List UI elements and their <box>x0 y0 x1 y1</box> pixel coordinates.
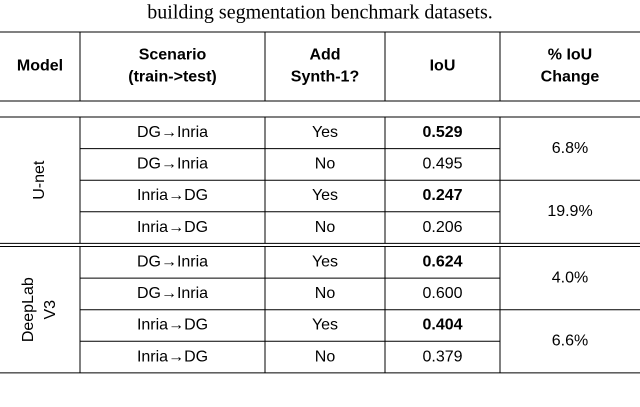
iou-cell: 0.247 <box>422 187 462 204</box>
change-cell: 4.0% <box>552 269 588 286</box>
cell: Yes <box>312 317 338 334</box>
header-cell: IoU <box>430 58 456 75</box>
cell: DG→Inria <box>137 285 208 302</box>
change-cell: 6.8% <box>552 140 588 157</box>
header-cell: Model <box>17 58 63 75</box>
iou-cell: 0.206 <box>422 219 462 236</box>
model-label: U-net <box>31 160 48 200</box>
cell: DG→Inria <box>137 254 208 271</box>
header-cell: Change <box>541 69 600 86</box>
header-cell: Scenario <box>139 47 207 64</box>
iou-cell: 0.379 <box>422 348 462 365</box>
cell: Yes <box>312 254 338 271</box>
model-label: DeepLab <box>20 277 37 342</box>
caption: building segmentation benchmark datasets… <box>147 2 492 24</box>
iou-cell: 0.600 <box>422 285 462 302</box>
iou-cell: 0.624 <box>422 254 462 271</box>
cell: Yes <box>312 124 338 141</box>
iou-cell: 0.529 <box>422 124 462 141</box>
cell: DG→Inria <box>137 124 208 141</box>
cell: Yes <box>312 187 338 204</box>
change-cell: 6.6% <box>552 333 588 350</box>
cell: Inria→DG <box>137 317 208 334</box>
cell: No <box>315 348 336 365</box>
iou-cell: 0.495 <box>422 156 462 173</box>
cell: Inria→DG <box>137 348 208 365</box>
cell: No <box>315 156 336 173</box>
cell: No <box>315 285 336 302</box>
iou-cell: 0.404 <box>422 317 462 334</box>
header-cell: Add <box>309 47 340 64</box>
header-cell: Synth-1? <box>291 69 359 86</box>
header-cell: (train->test) <box>128 69 216 86</box>
header-cell: % IoU <box>548 47 592 64</box>
cell: No <box>315 219 336 236</box>
model-label: V3 <box>42 300 59 320</box>
change-cell: 19.9% <box>547 203 592 220</box>
cell: DG→Inria <box>137 156 208 173</box>
cell: Inria→DG <box>137 219 208 236</box>
cell: Inria→DG <box>137 187 208 204</box>
